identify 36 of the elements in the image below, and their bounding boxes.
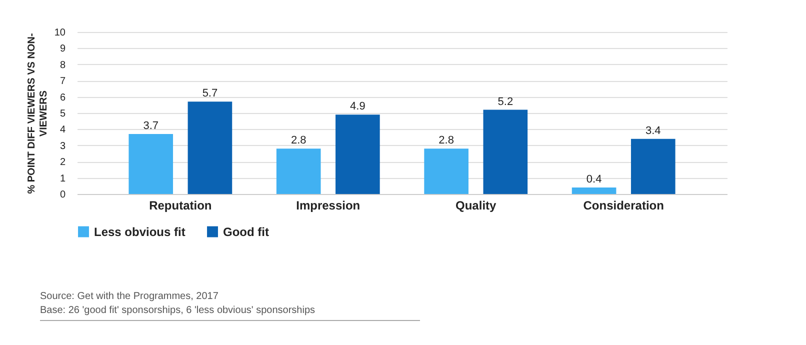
bar [572,188,616,194]
source-note: Source: Get with the Programmes, 2017 [40,290,220,304]
bar [128,134,174,194]
data-label: 2.8 [438,134,454,147]
x-tick-label: Reputation [149,198,212,212]
y-tick-label: 3 [60,140,66,152]
bar [424,148,468,194]
y-tick-label: 8 [60,60,66,71]
data-label: 3.4 [645,124,661,137]
data-label: 4.9 [350,100,366,113]
data-label: 0.4 [586,174,602,186]
legend-label: Good fit [223,224,269,239]
data-label: 3.7 [143,120,159,132]
y-tick-label: 2 [60,157,66,168]
y-tick-label: 9 [60,44,66,55]
y-tick-label: 6 [60,92,66,104]
y-tick-label: 0 [60,190,66,200]
legend-label: Less obvious fit [94,224,186,239]
x-tick-label: Impression [296,198,360,212]
x-tick-label: Quality [456,198,497,212]
y-tick-label: 4 [60,124,66,136]
bar [276,148,321,194]
y-tick-label: 5 [60,108,66,120]
data-label: 5.2 [498,96,514,108]
data-label: 5.7 [202,88,218,100]
y-axis-title: % POINT DIFF VIEWERS VS NON-VIEWERS [26,33,50,194]
x-tick-label: Consideration [583,198,664,212]
text: Base: 26 'good fit' sponsorships, 6 'less obvious' sponsorships [40,304,316,318]
y-tick-label: 7 [60,76,66,88]
data-label: 2.8 [290,134,306,147]
y-tick-label: 1 [60,173,66,184]
bar [483,110,528,194]
bar [630,138,676,194]
y-tick-label: 10 [54,28,66,38]
bar [336,114,380,194]
bar [188,102,232,194]
